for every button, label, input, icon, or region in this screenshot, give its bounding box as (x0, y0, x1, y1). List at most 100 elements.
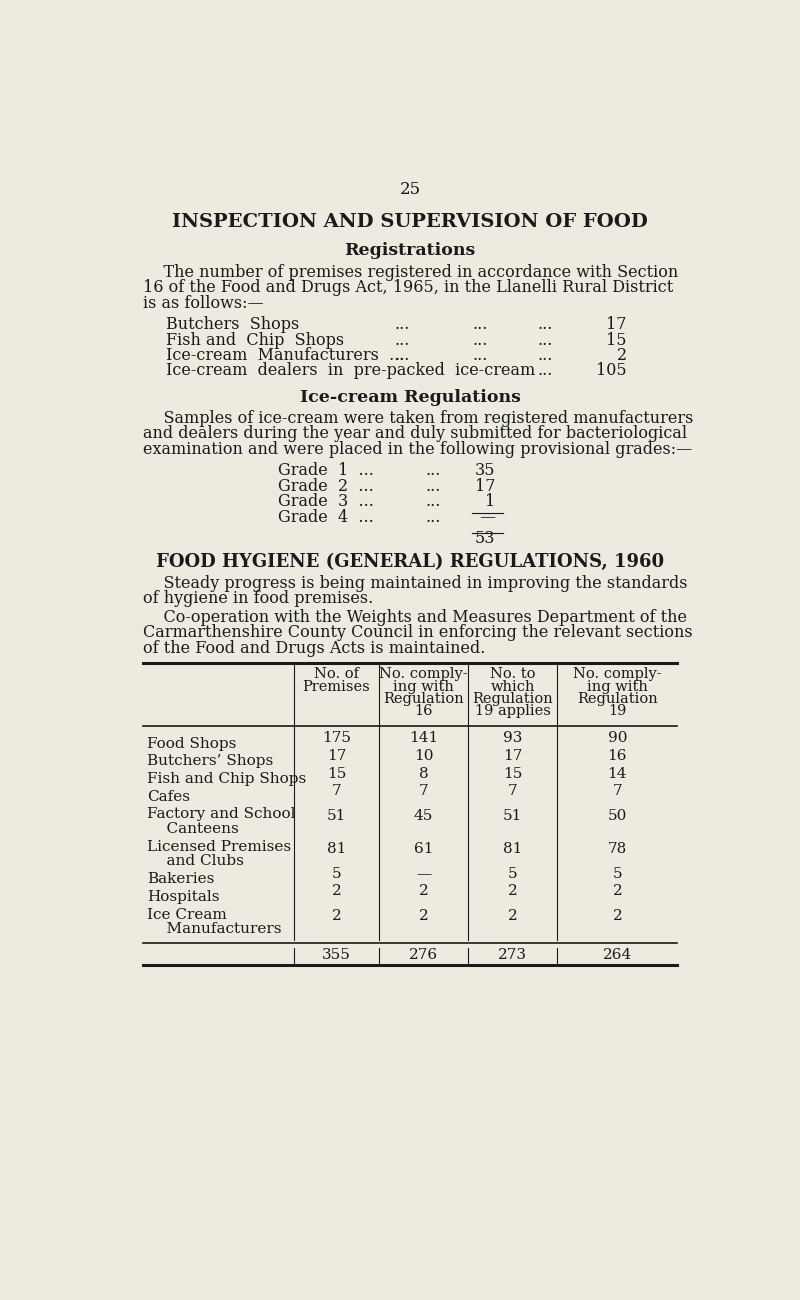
Text: 2: 2 (508, 910, 518, 923)
Text: of the Food and Drugs Acts is maintained.: of the Food and Drugs Acts is maintained… (142, 640, 485, 656)
Text: and Clubs: and Clubs (147, 854, 244, 868)
Text: 35: 35 (474, 463, 495, 480)
Text: 8: 8 (418, 767, 428, 780)
Text: 53: 53 (474, 530, 495, 547)
Text: ...: ... (426, 478, 441, 495)
Text: Canteens: Canteens (147, 822, 239, 836)
Text: 17: 17 (606, 316, 627, 333)
Text: The number of premises registered in accordance with Section: The number of premises registered in acc… (142, 264, 678, 281)
Text: Butchers  Shops: Butchers Shops (166, 316, 299, 333)
Text: 7: 7 (331, 784, 341, 798)
Text: Grade  4  ...: Grade 4 ... (278, 508, 374, 525)
Text: 16: 16 (607, 749, 627, 763)
Text: Food Shops: Food Shops (147, 737, 237, 750)
Text: 2: 2 (418, 910, 429, 923)
Text: ...: ... (538, 363, 554, 380)
Text: 45: 45 (414, 810, 434, 823)
Text: 78: 78 (608, 841, 627, 855)
Text: Fish and Chip Shops: Fish and Chip Shops (147, 772, 306, 786)
Text: 273: 273 (498, 948, 527, 962)
Text: 2: 2 (331, 884, 342, 898)
Text: Ice-cream  dealers  in  pre-packed  ice-cream: Ice-cream dealers in pre-packed ice-crea… (166, 363, 535, 380)
Text: Bakeries: Bakeries (147, 872, 214, 887)
Text: 355: 355 (322, 948, 351, 962)
Text: Grade  2  ...: Grade 2 ... (278, 478, 374, 495)
Text: Cafes: Cafes (147, 789, 190, 803)
Text: 2: 2 (613, 910, 622, 923)
Text: Factory and School: Factory and School (147, 807, 296, 822)
Text: Steady progress is being maintained in improving the standards: Steady progress is being maintained in i… (142, 575, 687, 592)
Text: ...: ... (426, 493, 441, 511)
Text: Carmarthenshire County Council in enforcing the relevant sections: Carmarthenshire County Council in enforc… (142, 624, 692, 641)
Text: 15: 15 (326, 767, 346, 780)
Text: No. to: No. to (490, 667, 535, 681)
Text: 2: 2 (617, 347, 627, 364)
Text: which: which (490, 680, 535, 694)
Text: Samples of ice-cream were taken from registered manufacturers: Samples of ice-cream were taken from reg… (142, 410, 693, 428)
Text: 175: 175 (322, 731, 351, 745)
Text: 17: 17 (326, 749, 346, 763)
Text: ...: ... (538, 347, 554, 364)
Text: 17: 17 (503, 749, 522, 763)
Text: ...: ... (426, 508, 441, 525)
Text: 14: 14 (607, 767, 627, 780)
Text: No. comply-: No. comply- (379, 667, 468, 681)
Text: 19: 19 (608, 705, 626, 718)
Text: Ice Cream: Ice Cream (147, 907, 227, 922)
Text: Grade  1  ...: Grade 1 ... (278, 463, 374, 480)
Text: 81: 81 (503, 841, 522, 855)
Text: FOOD HYGIENE (GENERAL) REGULATIONS, 1960: FOOD HYGIENE (GENERAL) REGULATIONS, 1960 (156, 554, 664, 571)
Text: No. comply-: No. comply- (573, 667, 662, 681)
Text: 81: 81 (326, 841, 346, 855)
Text: 5: 5 (613, 867, 622, 880)
Text: 2: 2 (613, 884, 622, 898)
Text: Ice-cream  Manufacturers  ...: Ice-cream Manufacturers ... (166, 347, 404, 364)
Text: of hygiene in food premises.: of hygiene in food premises. (142, 590, 373, 607)
Text: Regulation: Regulation (577, 692, 658, 706)
Text: 93: 93 (503, 731, 522, 745)
Text: 5: 5 (331, 867, 341, 880)
Text: 25: 25 (399, 181, 421, 198)
Text: 16: 16 (414, 705, 433, 718)
Text: 51: 51 (326, 810, 346, 823)
Text: Grade  3  ...: Grade 3 ... (278, 493, 374, 511)
Text: 10: 10 (414, 749, 434, 763)
Text: ...: ... (538, 316, 554, 333)
Text: No. of: No. of (314, 667, 359, 681)
Text: 105: 105 (596, 363, 627, 380)
Text: ...: ... (394, 332, 410, 348)
Text: 19 applies: 19 applies (474, 705, 550, 718)
Text: ...: ... (426, 463, 441, 480)
Text: 15: 15 (503, 767, 522, 780)
Text: ing with: ing with (393, 680, 454, 694)
Text: Co-operation with the Weights and Measures Department of the: Co-operation with the Weights and Measur… (142, 608, 686, 625)
Text: ...: ... (472, 332, 487, 348)
Text: —: — (416, 867, 431, 880)
Text: 2: 2 (331, 910, 342, 923)
Text: Fish and  Chip  Shops: Fish and Chip Shops (166, 332, 344, 348)
Text: is as follows:—: is as follows:— (142, 295, 263, 312)
Text: Ice-cream Regulations: Ice-cream Regulations (299, 389, 521, 406)
Text: Butchers’ Shops: Butchers’ Shops (147, 754, 274, 768)
Text: 1: 1 (485, 493, 495, 511)
Text: 2: 2 (418, 884, 429, 898)
Text: 7: 7 (508, 784, 518, 798)
Text: examination and were placed in the following provisional grades:—: examination and were placed in the follo… (142, 441, 692, 458)
Text: Hospitals: Hospitals (147, 889, 220, 903)
Text: 90: 90 (607, 731, 627, 745)
Text: 276: 276 (409, 948, 438, 962)
Text: ...: ... (394, 316, 410, 333)
Text: INSPECTION AND SUPERVISION OF FOOD: INSPECTION AND SUPERVISION OF FOOD (172, 213, 648, 231)
Text: 141: 141 (409, 731, 438, 745)
Text: —: — (479, 508, 495, 525)
Text: ...: ... (472, 316, 487, 333)
Text: ing with: ing with (587, 680, 648, 694)
Text: ...: ... (472, 347, 487, 364)
Text: 264: 264 (602, 948, 632, 962)
Text: Licensed Premises: Licensed Premises (147, 840, 291, 854)
Text: 50: 50 (608, 810, 627, 823)
Text: Regulation: Regulation (472, 692, 553, 706)
Text: 7: 7 (418, 784, 428, 798)
Text: ...: ... (394, 347, 410, 364)
Text: 61: 61 (414, 841, 434, 855)
